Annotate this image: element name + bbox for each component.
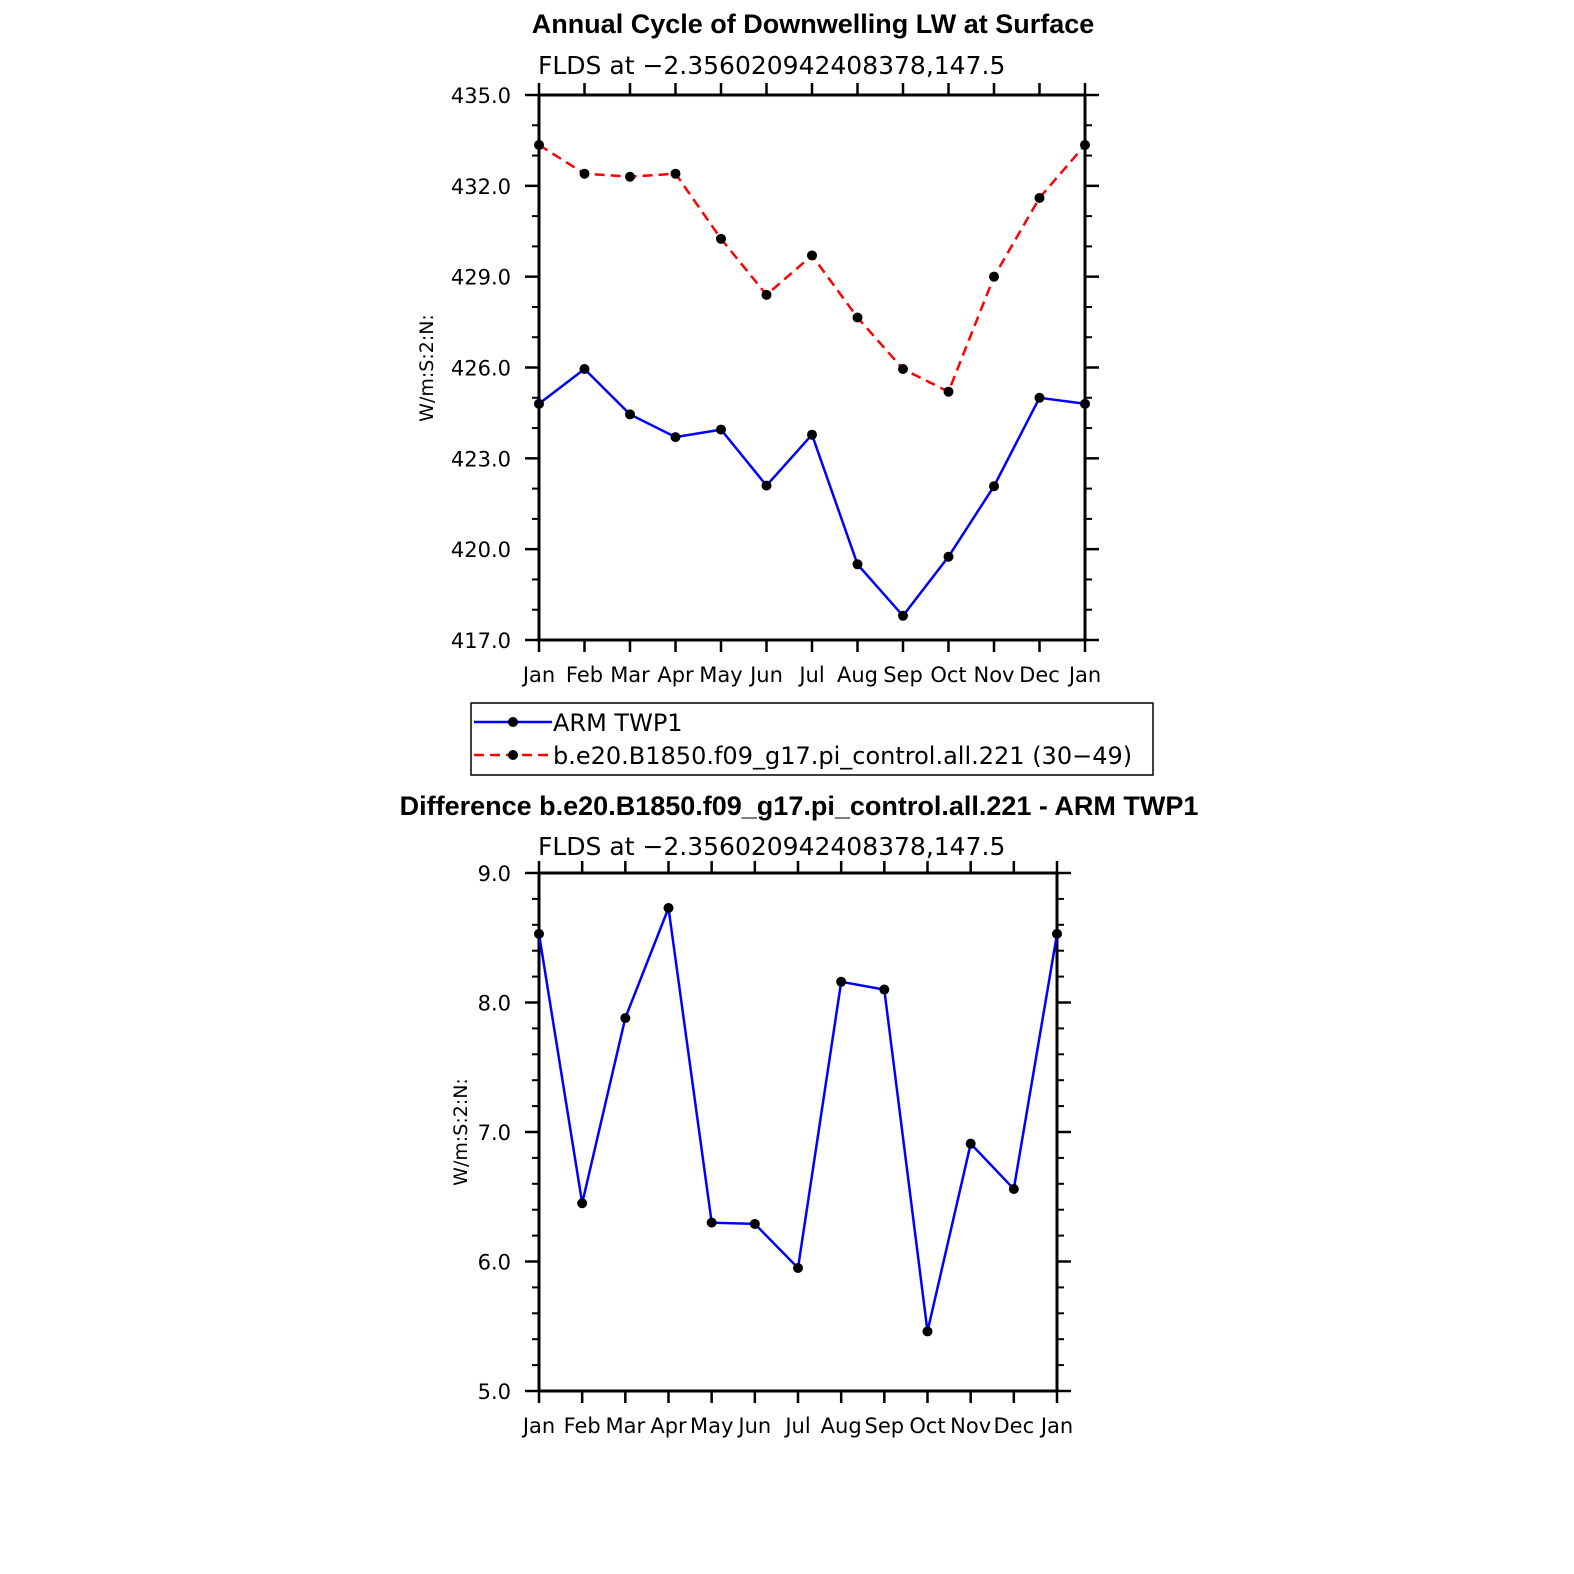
chart1-x-tick-label: Oct — [930, 663, 966, 687]
chart2-x-tick-label: Aug — [821, 1414, 862, 1438]
chart1-y-tick-label: 426.0 — [451, 357, 511, 381]
chart2-y-tick-label: 5.0 — [478, 1380, 511, 1404]
chart2-series-0-point — [922, 1326, 933, 1337]
chart1-series-1-point — [898, 364, 908, 375]
chart1-y-tick-label: 435.0 — [451, 84, 511, 108]
chart2-series-0-point — [879, 984, 890, 995]
chart1-series-0-point — [898, 610, 908, 621]
chart1-series-0-point — [852, 559, 863, 570]
chart1-series-1-point — [943, 386, 954, 397]
chart2-series-0-point — [577, 1198, 588, 1209]
chart1-y-tick-label: 417.0 — [451, 629, 511, 653]
chart1-y-tick-label: 423.0 — [451, 447, 511, 471]
chart1-x-tick-label: May — [699, 663, 742, 687]
chart1-series-0-point — [716, 424, 726, 435]
chart2-series-0-point — [706, 1217, 717, 1228]
chart1-series-0-point — [1034, 392, 1045, 403]
chart2-series-0-point — [793, 1262, 803, 1273]
chart1-series-line-1 — [538, 143, 1086, 394]
chart2-x-tick-label: May — [690, 1414, 733, 1438]
chart1-y-axis-label: W/m:S:2:N: — [416, 314, 438, 422]
chart2-x-tick-label: Dec — [994, 1414, 1035, 1438]
chart2-x-tick-label: Jun — [736, 1414, 771, 1438]
chart1-series-1-point — [852, 312, 863, 323]
chart1-series-0-point — [1080, 398, 1090, 409]
chart1-series-0-point — [625, 409, 635, 420]
chart1-subtitle: FLDS at −2.356020942408378,147.5 — [538, 51, 1005, 80]
chart2-x-tick-label: Mar — [606, 1414, 646, 1438]
chart1-frame — [537, 93, 1087, 642]
chart2-y-tick-label: 8.0 — [478, 992, 511, 1016]
chart2-subtitle: FLDS at −2.356020942408378,147.5 — [538, 832, 1005, 861]
chart1-x-tick-label: Nov — [974, 663, 1015, 687]
chart2-y-tick-label: 9.0 — [478, 862, 511, 886]
chart1-y-tick-label: 429.0 — [451, 266, 511, 290]
chart1-series-1-point — [716, 233, 726, 244]
chart1-y-tick-label: 420.0 — [451, 538, 511, 562]
chart2-series-0-point — [620, 1013, 631, 1024]
chart1-x-tick-label: Aug — [837, 663, 878, 687]
chart2-x-tick-label: Feb — [564, 1414, 601, 1438]
chart1-series-0-point — [989, 481, 999, 492]
chart2-series-0-point — [836, 976, 847, 987]
chart2-x-tick-label: Jan — [1039, 1414, 1073, 1438]
legend-box — [470, 702, 1154, 776]
chart1-series-1-point — [670, 168, 681, 179]
chart1-x-tick-label: Jul — [797, 663, 824, 687]
chart2-series-0-point — [1008, 1183, 1019, 1194]
chart1-series-1-point — [1080, 139, 1090, 150]
chart2-frame — [537, 871, 1059, 1393]
chart1-series-0-point — [579, 364, 590, 375]
legend-label-arm-twp1: ARM TWP1 — [553, 709, 683, 737]
chart1-series-1-point — [807, 250, 817, 261]
chart1-legend: ARM TWP1 b.e20.B1850.f09_g17.pi_control.… — [470, 702, 1154, 776]
chart1-series-1-point — [761, 289, 772, 300]
legend-marker-model — [508, 750, 518, 760]
legend-label-model: b.e20.B1850.f09_g17.pi_control.all.221 (… — [553, 742, 1132, 770]
chart2-x-tick-label: Oct — [909, 1414, 945, 1438]
chart2-x-tick-label: Nov — [950, 1414, 991, 1438]
chart2-x-tick-label: Jul — [783, 1414, 810, 1438]
chart2-plot-area: Jan Feb Mar Apr May Jun Jul Aug Sep Oct Nov Dec Jan5… — [478, 861, 1073, 1438]
chart1-x-tick-label: Dec — [1019, 663, 1060, 687]
chart1-x-tick-label: Feb — [566, 663, 603, 687]
chart2-x-tick-label: Apr — [650, 1414, 687, 1438]
chart1-series-line-0 — [538, 367, 1086, 618]
chart1-series-0-point — [943, 551, 954, 562]
chart2-series-0-point — [1052, 928, 1062, 939]
chart1-series-1-point — [625, 171, 635, 182]
chart2-x-tick-label: Sep — [865, 1414, 905, 1438]
chart1-series-1-point — [989, 271, 999, 282]
chart1-title: Annual Cycle of Downwelling LW at Surfac… — [532, 9, 1095, 39]
chart1-series-0-point — [670, 432, 681, 443]
chart2-series-0-point — [534, 928, 544, 939]
chart1-x-tick-label: Mar — [610, 663, 650, 687]
chart1-series-1-point — [1034, 192, 1045, 203]
chart1-series-1-point — [534, 139, 544, 150]
chart2-y-tick-label: 7.0 — [478, 1121, 511, 1145]
chart1-x-tick-label: Jan — [1067, 663, 1101, 687]
chart2-series-0-point — [663, 902, 674, 913]
chart1-x-tick-label: Sep — [883, 663, 923, 687]
chart1-x-tick-label: Apr — [657, 663, 694, 687]
chart1-x-tick-label: Jan — [521, 663, 555, 687]
chart1-series-1-point — [579, 168, 590, 179]
chart2-y-axis-label: W/m:S:2:N: — [450, 1078, 472, 1186]
chart1-x-tick-label: Jun — [748, 663, 783, 687]
chart2-title: Difference b.e20.B1850.f09_g17.pi_contro… — [400, 791, 1199, 821]
chart1-plot-area: Jan Feb Mar Apr May Jun Jul Aug Sep Oct Nov Dec Jan 4… — [451, 83, 1101, 687]
chart2-series-0-point — [749, 1218, 760, 1229]
chart2-x-tick-label: Jan — [521, 1414, 555, 1438]
chart1-series-0-point — [534, 398, 544, 409]
chart1-series-0-point — [807, 429, 817, 440]
legend-marker-arm-twp1 — [508, 717, 518, 727]
chart2-series-0-point — [965, 1138, 976, 1149]
chart1-series-0-point — [761, 480, 772, 491]
chart2-y-tick-label: 6.0 — [478, 1251, 511, 1275]
chart1-y-tick-label: 432.0 — [451, 175, 511, 199]
